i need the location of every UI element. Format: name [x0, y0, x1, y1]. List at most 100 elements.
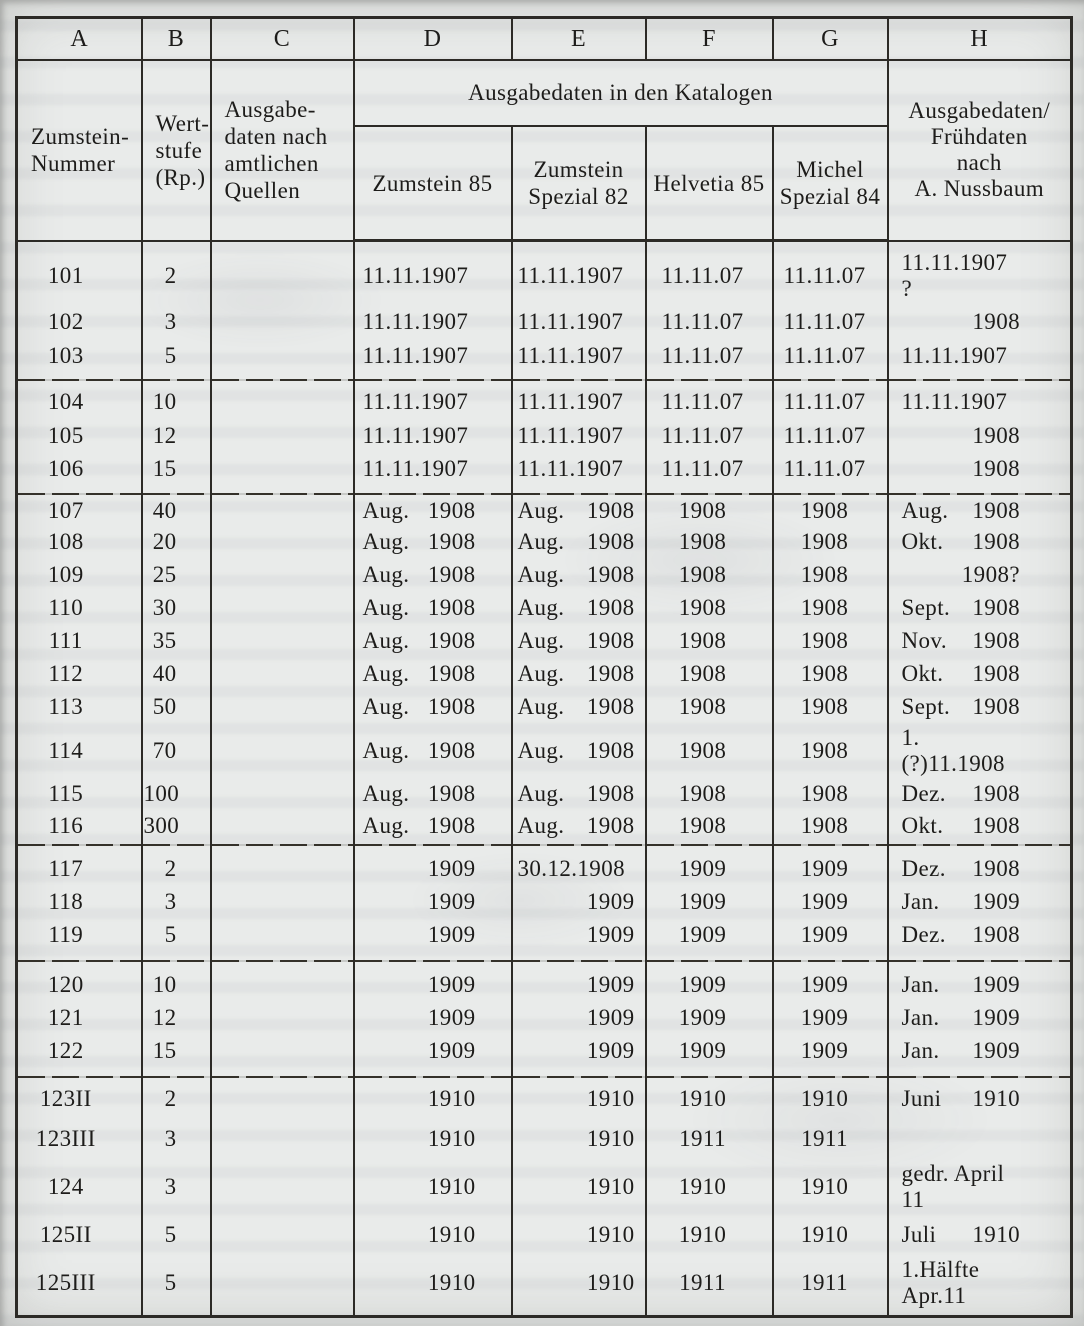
cell-h: 1.(?)11.1908 [886, 723, 1073, 778]
year: 1908 [586, 812, 635, 838]
cell-g: 1910 [771, 1159, 889, 1214]
row-group-2: 104 10 11.11.1907 11.11.1907 11.11.07 11.11.0… [15, 378, 1073, 493]
cell-d: 1910 [352, 1213, 513, 1256]
cell-f: 1908 [644, 657, 774, 691]
table-row: 107 40 Aug. 1908 Aug. 1908 1908 1908 Aug. 1908 [15, 492, 1073, 526]
cell-e: 11.11.1907 [510, 416, 647, 455]
cell-b: 5 [140, 1255, 212, 1316]
cell-e: Aug. 1908 [510, 810, 647, 844]
cell-d: 1909 [352, 920, 513, 960]
cell-a: 125II [15, 1213, 143, 1256]
year: 1908 [586, 737, 635, 763]
cell-a: 106 [15, 454, 143, 493]
cell-g: 1910 [771, 1075, 889, 1118]
cell-a: 123III [15, 1117, 143, 1160]
table-row: 123II 2 1910 1910 1910 1910 Juni 1910 [15, 1075, 1073, 1118]
cell-f: 1909 [644, 920, 774, 960]
cell-d: Aug. 1908 [352, 591, 513, 625]
year: 1908 [972, 529, 1020, 554]
cell-b: 3 [140, 882, 212, 921]
cell-e: 1909 [510, 998, 647, 1037]
cell-g: 1908 [771, 525, 889, 559]
table-row: 103 5 11.11.1907 11.11.1907 11.11.07 11.11.07… [15, 340, 1073, 379]
cell-d: 1910 [352, 1255, 513, 1316]
cell-f: 1911 [644, 1117, 774, 1160]
year: 1908 [586, 781, 635, 806]
cell-g: 1908 [771, 777, 889, 811]
month: Aug. [517, 812, 565, 838]
cell-d: Aug. 1908 [352, 558, 513, 592]
cell-e: 1910 [510, 1213, 647, 1256]
table-row: 112 40 Aug. 1908 Aug. 1908 1908 1908 Okt. 1908 [15, 657, 1073, 691]
cell-e: 1909 [510, 1036, 647, 1076]
month: Jan. [901, 1004, 940, 1030]
cell-c [209, 723, 355, 778]
cell-d: 1909 [352, 843, 513, 883]
month: Aug. [517, 628, 565, 653]
cell-b: 10 [140, 378, 212, 417]
cell-e: Aug. 1908 [510, 492, 647, 526]
cell-c [209, 1255, 355, 1316]
cell-d: Aug. 1908 [352, 492, 513, 526]
year: 1908 [427, 737, 476, 763]
month: Aug. [362, 497, 410, 523]
cell-e: 1909 [510, 959, 647, 999]
year: 1908 [427, 562, 476, 587]
table-row: 111 35 Aug. 1908 Aug. 1908 1908 1908 Nov. 1908 [15, 624, 1073, 658]
cell-b: 10 [140, 959, 212, 999]
cell-f: 1910 [644, 1159, 774, 1214]
cell-d: 11.11.1907 [352, 378, 513, 417]
cell-e: 1910 [510, 1159, 647, 1214]
header-line: Ausgabedaten/ [908, 98, 1051, 124]
month: Aug. [362, 737, 410, 763]
cell-d: Aug. 1908 [352, 657, 513, 691]
year: 1909 [972, 1004, 1020, 1030]
cell-c [209, 1075, 355, 1118]
year: 1908 [586, 661, 635, 686]
cell-c [209, 1036, 355, 1076]
cell-a: 112 [15, 657, 143, 691]
cell-f: 1908 [644, 777, 774, 811]
column-letter-c: C [209, 16, 355, 61]
cell-a: 101 [15, 240, 143, 303]
column-letter-d: D [352, 16, 513, 61]
cell-h: Okt. 1908 [886, 525, 1073, 559]
month: Okt. [901, 529, 944, 554]
cell-e: Aug. 1908 [510, 525, 647, 559]
cell-f: 1908 [644, 690, 774, 724]
table-row: 115 100 Aug. 1908 Aug. 1908 1908 1908 Dez. 1908 [15, 777, 1073, 811]
cell-b: 5 [140, 920, 212, 960]
table-row: 105 12 11.11.1907 11.11.1907 11.11.07 11.11.0… [15, 416, 1073, 455]
cell-c [209, 777, 355, 811]
cell-e: Aug. 1908 [510, 624, 647, 658]
cell-b: 2 [140, 240, 212, 303]
month: Aug. [517, 529, 565, 554]
cell-c [209, 657, 355, 691]
month: Aug. [517, 737, 565, 763]
header-line: Wert- [155, 110, 210, 136]
header-line: Spezial 82 [528, 184, 629, 209]
cell-g: 11.11.07 [771, 340, 889, 379]
cell-g: 1911 [771, 1117, 889, 1160]
cell-h: Okt. 1908 [886, 657, 1073, 691]
cell-h: Aug. 1908 [886, 492, 1073, 526]
year: 1908 [586, 497, 635, 523]
table-row: 119 5 1909 1909 1909 1909 Dez. 1908 [15, 920, 1073, 960]
cell-e: 11.11.1907 [510, 302, 647, 341]
header-line: nach [956, 150, 1002, 176]
year: 1908 [972, 855, 1020, 881]
cell-h: Juli 1910 [886, 1213, 1073, 1256]
cell-f: 1909 [644, 959, 774, 999]
cell-e: 1910 [510, 1117, 647, 1160]
month: Aug. [517, 595, 565, 620]
header-line: Michel [796, 157, 864, 182]
month: Dez. [901, 921, 946, 947]
cell-h: Sept. 1908 [886, 690, 1073, 724]
column-letter-f: F [644, 16, 774, 61]
cell-f: 1909 [644, 998, 774, 1037]
cell-a: 109 [15, 558, 143, 592]
year: 1908 [586, 628, 635, 653]
header-line: daten nach [224, 124, 328, 150]
cell-a: 104 [15, 378, 143, 417]
header-line: stufe [155, 137, 203, 163]
